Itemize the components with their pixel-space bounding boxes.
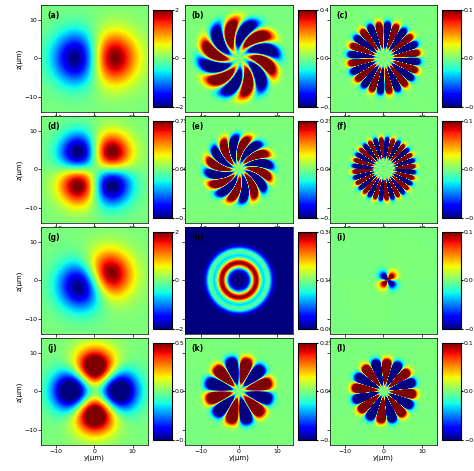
Text: (d): (d) [47,122,60,131]
Text: (h): (h) [191,233,204,242]
X-axis label: y(μm): y(μm) [228,233,249,239]
Text: (g): (g) [47,233,60,242]
Text: (k): (k) [191,344,204,353]
X-axis label: y(μm): y(μm) [373,344,394,350]
Y-axis label: z(μm): z(μm) [16,270,23,291]
Text: (f): (f) [336,122,346,131]
Y-axis label: z(μm): z(μm) [16,159,23,179]
X-axis label: y(μm): y(μm) [228,122,249,128]
X-axis label: y(μm): y(μm) [228,455,249,462]
Text: (l): (l) [336,344,346,353]
X-axis label: y(μm): y(μm) [84,122,105,128]
X-axis label: y(μm): y(μm) [228,344,249,350]
X-axis label: y(μm): y(μm) [84,455,105,462]
X-axis label: y(μm): y(μm) [373,455,394,462]
Text: (j): (j) [47,344,57,353]
Text: (i): (i) [336,233,346,242]
X-axis label: y(μm): y(μm) [373,233,394,239]
Y-axis label: z(μm): z(μm) [16,381,23,402]
Text: (c): (c) [336,11,348,20]
Text: (e): (e) [191,122,204,131]
X-axis label: y(μm): y(μm) [373,122,394,128]
X-axis label: y(μm): y(μm) [84,344,105,350]
Text: (a): (a) [47,11,59,20]
Text: (b): (b) [191,11,204,20]
X-axis label: y(μm): y(μm) [84,233,105,239]
Y-axis label: z(μm): z(μm) [16,48,23,69]
